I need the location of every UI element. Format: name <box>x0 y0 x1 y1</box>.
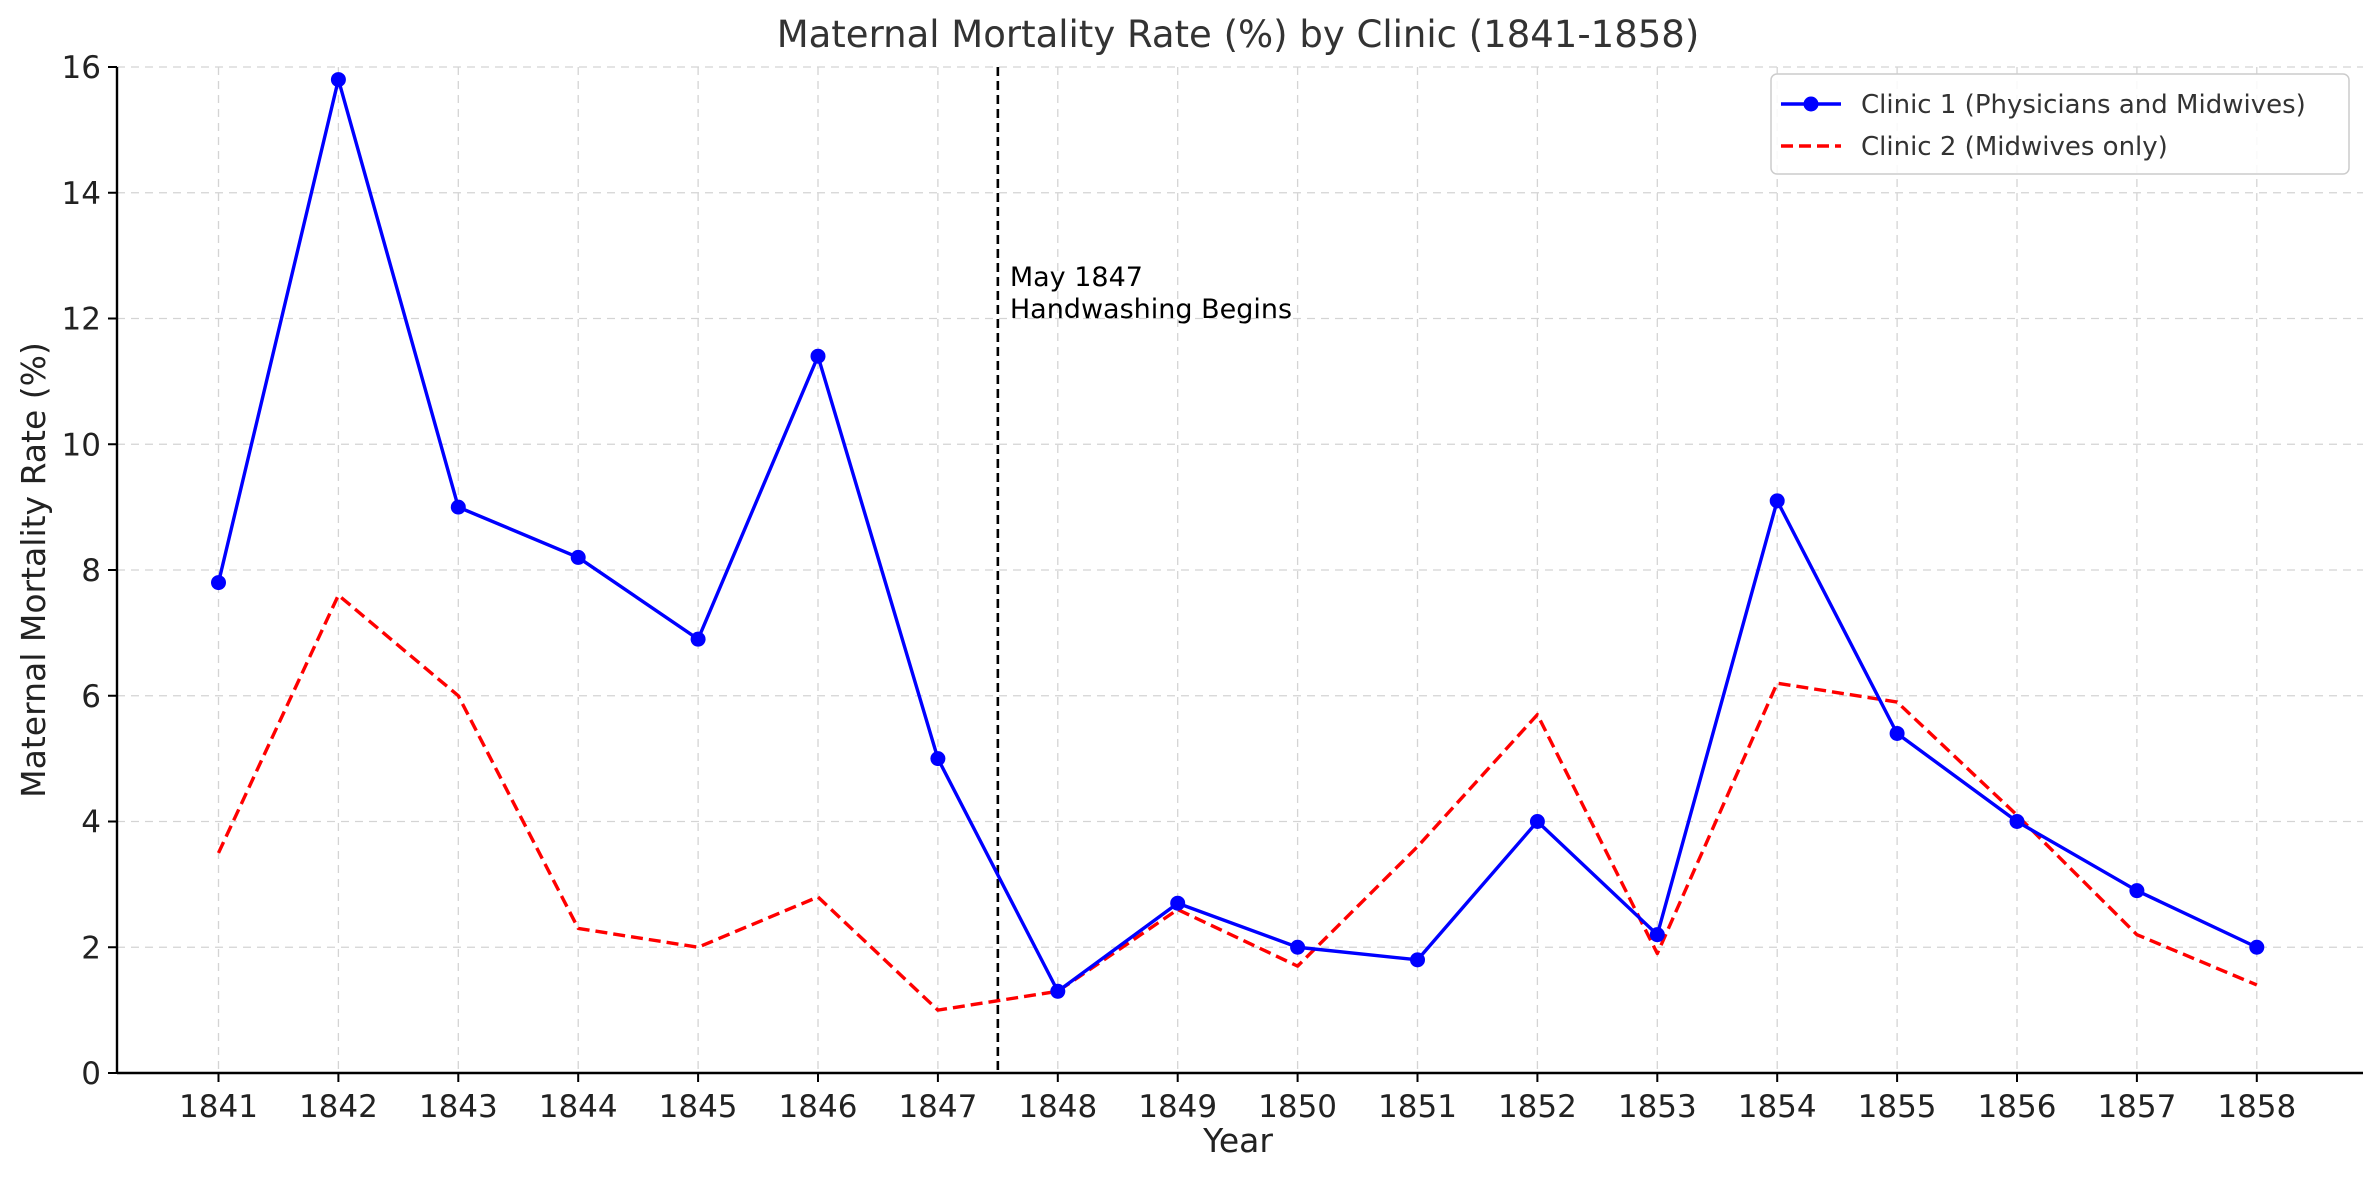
data-point-clinic-1 <box>810 348 826 364</box>
data-point-clinic-1 <box>2129 883 2145 899</box>
handwashing-annotation: May 1847 Handwashing Begins <box>1010 262 1292 325</box>
legend: Clinic 1 (Physicians and Midwives) Clini… <box>1770 73 2350 175</box>
y-tick-label: 12 <box>62 302 101 338</box>
legend-marker-clinic-1 <box>1803 96 1819 112</box>
y-tick-label: 10 <box>62 427 101 463</box>
x-tick-label: 1845 <box>659 1089 738 1125</box>
legend-label-clinic-2: Clinic 2 (Midwives only) <box>1861 132 2168 162</box>
series-layer <box>211 72 2265 1012</box>
x-tick-label: 1843 <box>419 1089 498 1125</box>
y-tick-label: 2 <box>81 930 101 966</box>
x-tick-label: 1853 <box>1618 1089 1697 1125</box>
x-ticks: 1841 1842 1843 1844 1845 1846 1847 1848 1849 1850… <box>179 1073 2296 1125</box>
x-tick-label: 1854 <box>1738 1089 1817 1125</box>
data-point-clinic-1 <box>570 549 586 565</box>
annotation-line-2: Handwashing Begins <box>1010 294 1292 325</box>
y-tick-label: 0 <box>81 1056 101 1092</box>
data-point-clinic-1 <box>690 631 706 647</box>
data-point-clinic-1 <box>930 751 946 767</box>
x-tick-label: 1847 <box>898 1089 977 1125</box>
data-point-clinic-1 <box>2249 939 2265 955</box>
y-ticks: 0 2 4 6 8 10 12 14 16 <box>62 50 117 1092</box>
x-tick-label: 1852 <box>1498 1089 1577 1125</box>
legend-box <box>1770 73 2350 175</box>
chart-title: Maternal Mortality Rate (%) by Clinic (1… <box>777 13 1700 56</box>
data-point-clinic-1 <box>1769 493 1785 509</box>
y-tick-label: 8 <box>81 553 101 589</box>
data-point-clinic-1 <box>1529 814 1545 829</box>
x-tick-label: 1844 <box>539 1089 618 1125</box>
data-point-clinic-1 <box>330 72 346 88</box>
x-tick-label: 1856 <box>1978 1089 2057 1125</box>
x-tick-label: 1848 <box>1018 1089 1097 1125</box>
annotation-line-1: May 1847 <box>1010 262 1143 293</box>
x-tick-label: 1855 <box>1858 1089 1937 1125</box>
x-tick-label: 1858 <box>2217 1089 2296 1125</box>
data-point-clinic-1 <box>1290 939 1306 955</box>
data-point-clinic-1 <box>1410 952 1425 968</box>
data-point-clinic-1 <box>1170 895 1186 911</box>
annotation: May 1847 Handwashing Begins <box>996 67 1292 1073</box>
x-tick-label: 1851 <box>1378 1089 1457 1125</box>
y-tick-label: 6 <box>81 679 101 715</box>
x-tick-label: 1857 <box>2097 1089 2176 1125</box>
x-tick-label: 1842 <box>299 1089 378 1125</box>
data-point-clinic-1 <box>450 499 466 515</box>
legend-label-clinic-1: Clinic 1 (Physicians and Midwives) <box>1861 90 2306 120</box>
x-tick-label: 1846 <box>779 1089 858 1125</box>
y-axis-label: Maternal Mortality Rate (%) <box>14 342 53 798</box>
data-point-clinic-1 <box>1649 927 1665 943</box>
x-tick-label: 1841 <box>179 1089 258 1125</box>
data-point-clinic-1 <box>1050 983 1066 999</box>
x-tick-label: 1849 <box>1138 1089 1217 1125</box>
data-point-clinic-1 <box>211 575 226 591</box>
grid <box>117 66 2363 1074</box>
y-tick-label: 16 <box>62 50 101 86</box>
data-point-clinic-1 <box>2009 814 2025 829</box>
x-axis-label: Year <box>1202 1121 1273 1160</box>
x-tick-label: 1850 <box>1258 1089 1337 1125</box>
y-tick-label: 14 <box>62 176 101 212</box>
series-line-clinic-1 <box>216 77 2258 993</box>
series-line-clinic-2 <box>216 593 2258 1012</box>
y-tick-label: 4 <box>81 805 101 841</box>
data-point-clinic-1 <box>1889 725 1905 741</box>
